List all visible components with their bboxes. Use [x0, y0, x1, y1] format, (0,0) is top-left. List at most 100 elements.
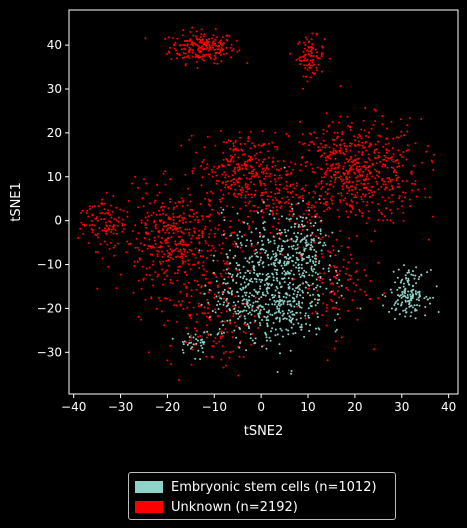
- data-point: [402, 191, 405, 194]
- data-point: [307, 144, 310, 147]
- data-point: [216, 333, 219, 336]
- data-point: [256, 300, 259, 303]
- data-point: [195, 338, 198, 341]
- data-point: [249, 209, 252, 212]
- data-point: [331, 231, 334, 234]
- data-point: [235, 39, 238, 42]
- data-point: [316, 56, 319, 59]
- data-point: [179, 248, 182, 251]
- data-point: [268, 142, 270, 145]
- data-point: [246, 185, 249, 188]
- data-point: [129, 242, 132, 245]
- data-point: [334, 176, 337, 179]
- data-point: [376, 157, 379, 159]
- data-point: [222, 229, 225, 232]
- data-point: [182, 52, 185, 55]
- data-point: [325, 169, 328, 172]
- data-point: [381, 123, 384, 126]
- data-point: [328, 155, 330, 158]
- data-point: [159, 206, 162, 209]
- data-point: [339, 152, 342, 155]
- data-point: [287, 277, 290, 280]
- data-point: [289, 316, 292, 319]
- data-point: [280, 205, 283, 208]
- data-point: [375, 170, 378, 173]
- data-point: [144, 216, 147, 219]
- data-point: [388, 177, 391, 179]
- data-point: [259, 181, 262, 184]
- data-point: [250, 177, 253, 180]
- data-point: [310, 48, 313, 51]
- data-point: [243, 281, 246, 284]
- data-point: [276, 300, 279, 302]
- data-point: [323, 172, 326, 175]
- data-point: [405, 307, 408, 310]
- data-point: [297, 263, 300, 266]
- data-point: [229, 160, 232, 163]
- data-point: [365, 222, 368, 225]
- data-point: [240, 314, 243, 317]
- data-point: [247, 137, 250, 140]
- data-point: [255, 309, 258, 312]
- data-point: [140, 221, 143, 224]
- data-point: [169, 278, 172, 281]
- data-point: [398, 195, 401, 198]
- data-point: [245, 324, 248, 327]
- data-point: [299, 216, 302, 218]
- data-point: [265, 347, 268, 350]
- data-point: [238, 264, 241, 267]
- data-point: [193, 231, 196, 234]
- data-point: [306, 228, 309, 231]
- data-point: [241, 186, 244, 189]
- data-point: [304, 53, 307, 56]
- data-point: [414, 308, 417, 311]
- data-point: [201, 338, 204, 341]
- data-point: [229, 140, 232, 143]
- data-point: [297, 291, 299, 293]
- data-point: [292, 213, 295, 216]
- data-point: [322, 132, 325, 135]
- data-point: [252, 301, 255, 304]
- data-point: [222, 141, 225, 144]
- data-point: [262, 158, 265, 161]
- data-point: [122, 209, 125, 212]
- data-point: [183, 248, 186, 251]
- data-point: [236, 234, 239, 237]
- data-point: [285, 257, 288, 260]
- data-point: [342, 266, 345, 268]
- data-point: [324, 191, 327, 193]
- data-point: [390, 166, 393, 169]
- data-point: [222, 48, 225, 51]
- data-point: [339, 115, 342, 118]
- data-point: [219, 337, 222, 340]
- data-point: [371, 201, 374, 204]
- data-point: [224, 176, 227, 179]
- data-point: [392, 160, 395, 163]
- data-point: [347, 216, 350, 219]
- data-point: [239, 136, 241, 139]
- data-point: [234, 245, 237, 248]
- data-point: [409, 315, 412, 318]
- data-point: [137, 206, 139, 209]
- data-point: [239, 143, 242, 145]
- data-point: [300, 163, 303, 166]
- data-point: [221, 335, 224, 337]
- data-point: [214, 227, 217, 230]
- data-point: [103, 218, 106, 221]
- data-point: [329, 157, 332, 160]
- data-point: [182, 239, 185, 242]
- data-point: [295, 318, 298, 321]
- data-point: [204, 225, 207, 228]
- data-point: [351, 189, 353, 192]
- data-point: [207, 42, 209, 45]
- data-point: [318, 279, 321, 282]
- data-point: [184, 271, 187, 273]
- data-point: [382, 163, 385, 166]
- data-point: [185, 295, 188, 297]
- data-point: [378, 160, 381, 163]
- data-point: [401, 278, 404, 281]
- data-point: [248, 256, 251, 259]
- data-point: [145, 267, 148, 270]
- data-point: [274, 265, 277, 267]
- data-point: [354, 139, 357, 142]
